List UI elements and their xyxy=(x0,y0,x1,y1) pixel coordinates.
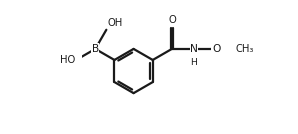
Text: N: N xyxy=(190,44,198,54)
Text: O: O xyxy=(212,44,220,54)
Text: H: H xyxy=(190,58,198,67)
Text: CH₃: CH₃ xyxy=(236,44,254,54)
Text: HO: HO xyxy=(60,55,75,65)
Text: OH: OH xyxy=(107,18,123,28)
Text: O: O xyxy=(168,15,176,25)
Text: B: B xyxy=(92,44,99,54)
